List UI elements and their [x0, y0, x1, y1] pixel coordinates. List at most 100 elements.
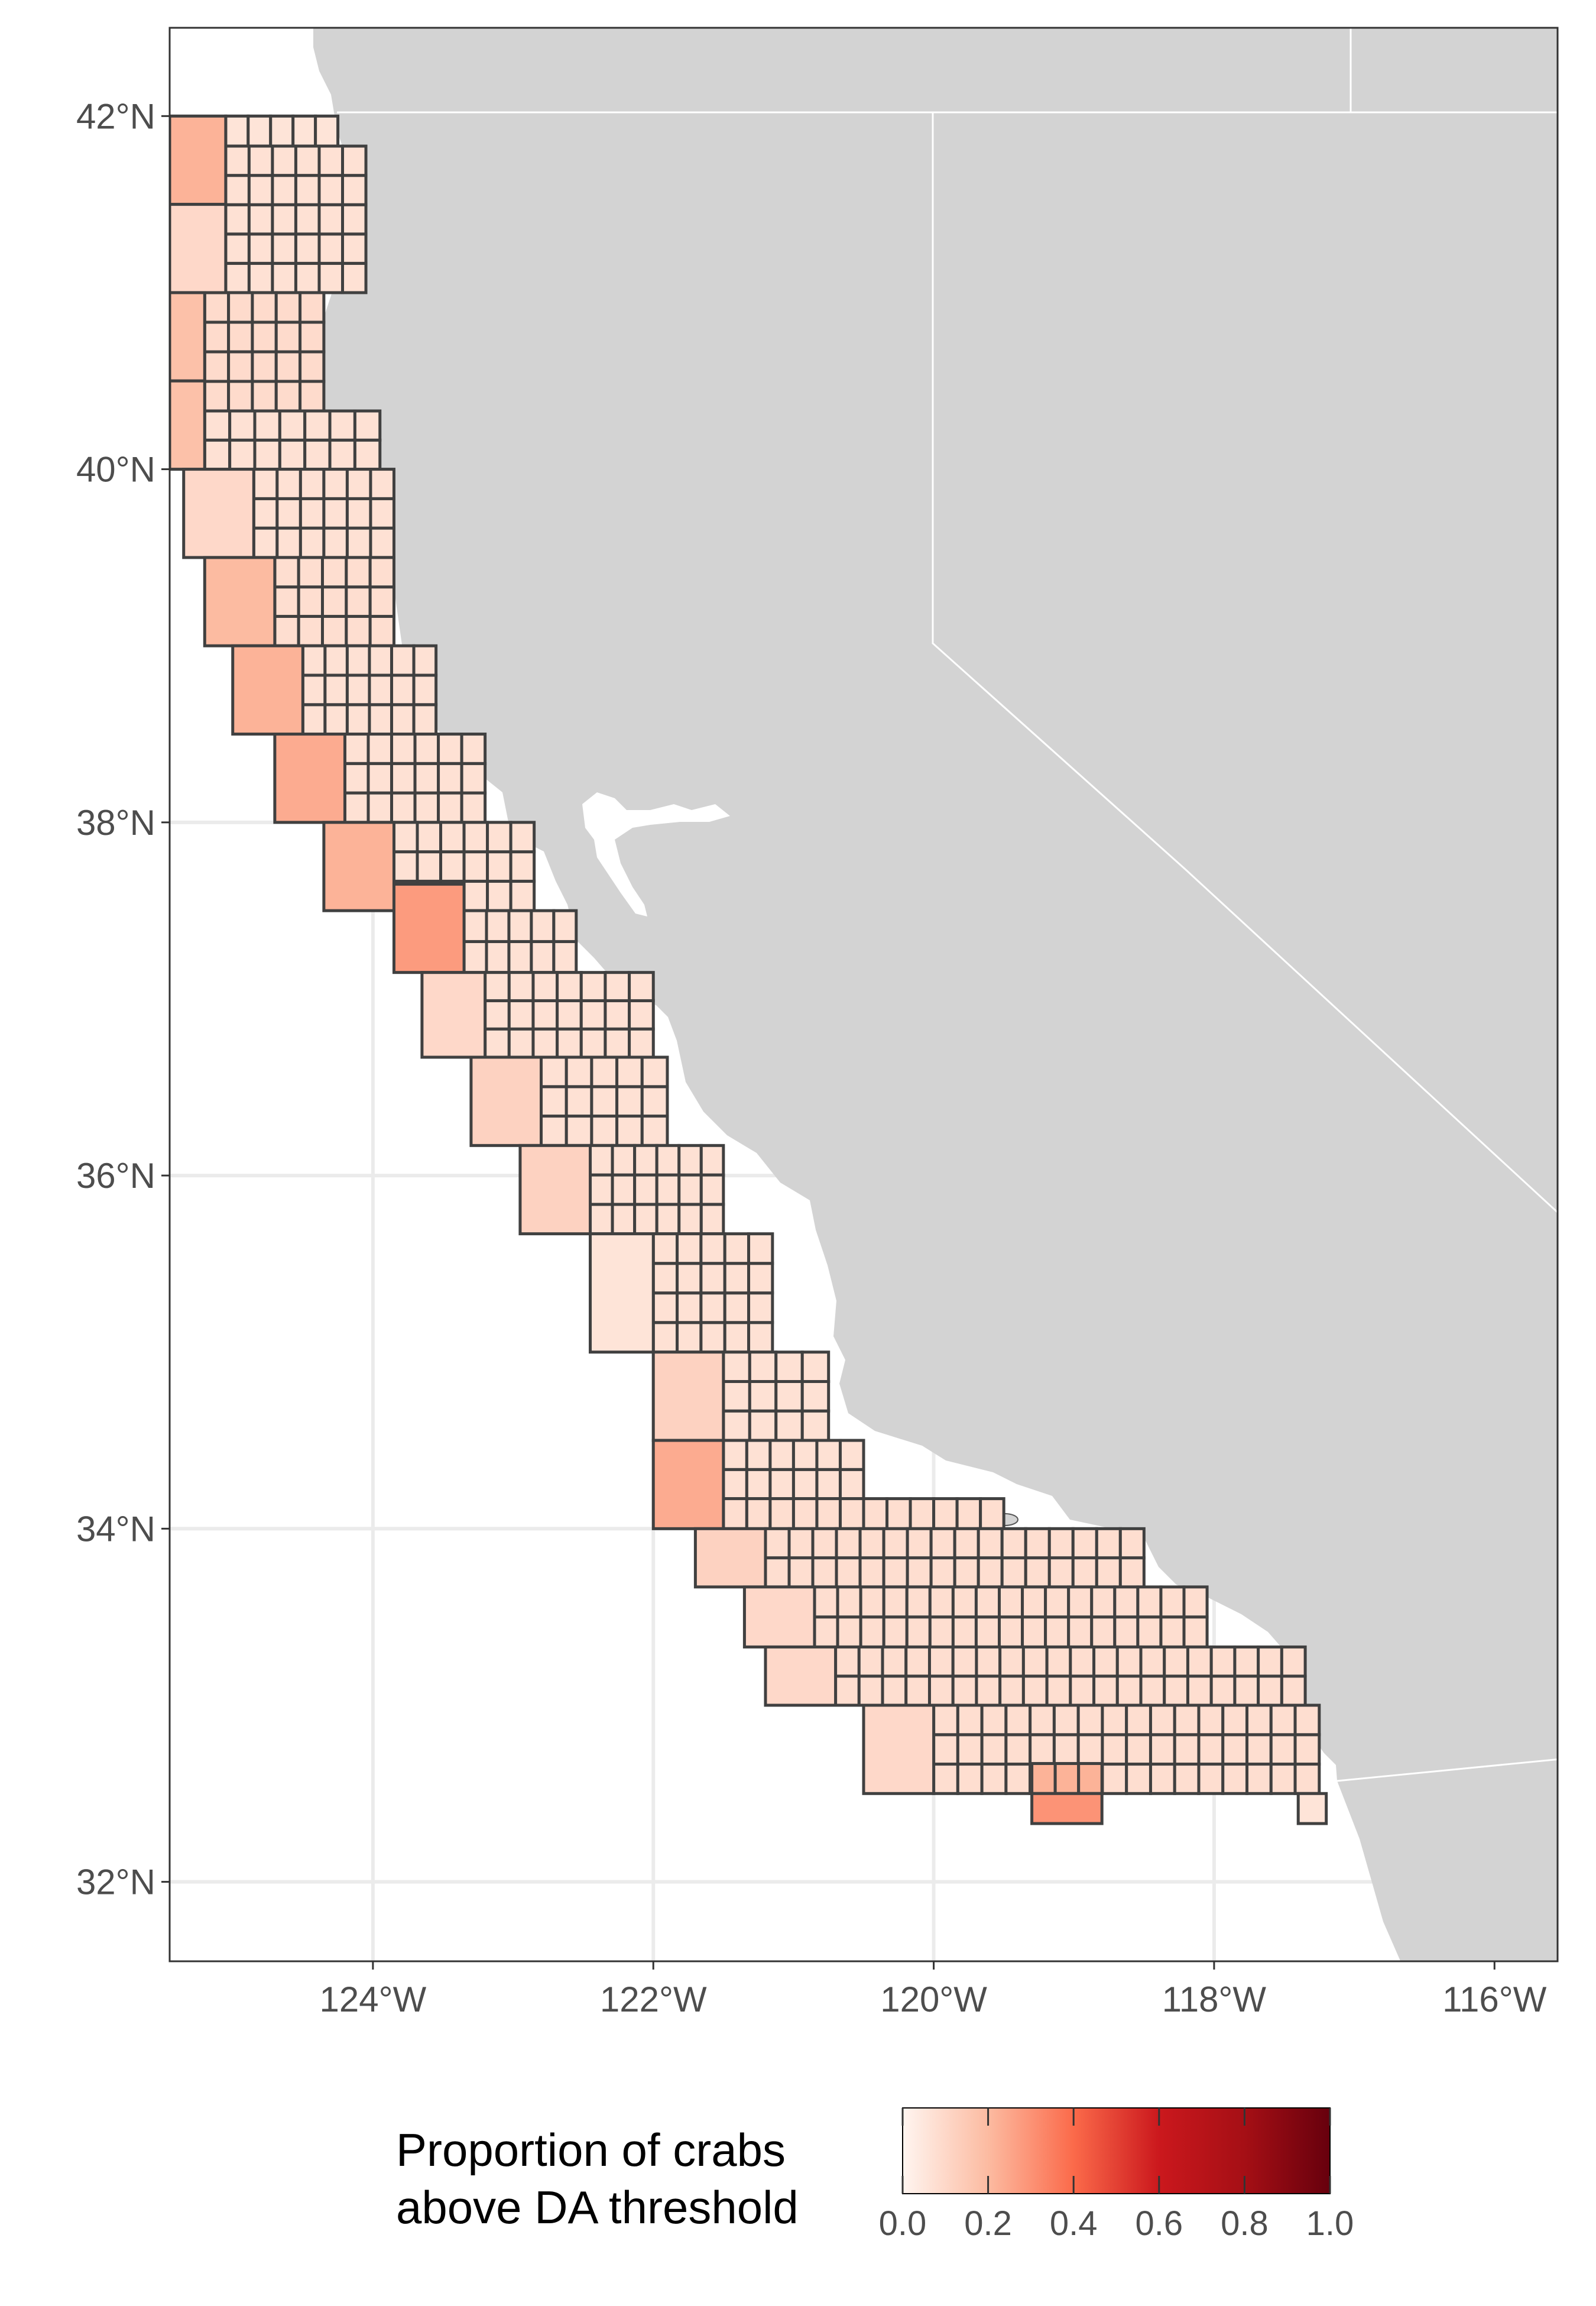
y-tick-label: 38°N: [76, 803, 155, 843]
grid-cell: [341, 261, 368, 294]
grid-cell: [271, 261, 297, 294]
grid-cell: [881, 1675, 908, 1707]
grid-cell: [368, 556, 395, 589]
grid-cell: [953, 1527, 980, 1560]
offshore-cell: [862, 1703, 936, 1795]
grid-cell: [1024, 1556, 1051, 1589]
grid-cell: [813, 1585, 839, 1619]
grid-cell: [1186, 1645, 1213, 1678]
grid-cell: [927, 1645, 955, 1678]
grid-cell: [834, 1645, 861, 1678]
grid-cell: [1029, 1703, 1056, 1737]
grid-cell: [509, 879, 536, 912]
grid-cell: [252, 497, 279, 530]
grid-cell: [1071, 1556, 1098, 1589]
grid-cell: [1182, 1615, 1209, 1648]
grid-cell: [980, 1763, 1008, 1795]
grid-cell: [321, 614, 348, 647]
grid-cell: [345, 585, 372, 618]
grid-cell: [1047, 1556, 1075, 1589]
grid-cell: [274, 350, 302, 383]
grid-cell: [413, 733, 440, 765]
legend: Proportion of crabs above DA threshold 0…: [396, 2107, 1354, 2243]
grid-cell: [1095, 1527, 1122, 1560]
grid-cell: [369, 497, 395, 530]
grid-cell: [1136, 1615, 1163, 1648]
grid-cell: [787, 1556, 815, 1589]
grid-cell: [392, 821, 419, 854]
grid-cell: [859, 1615, 885, 1648]
grid-cell: [1115, 1645, 1143, 1678]
grid-cell: [615, 1055, 644, 1089]
grid-cell: [343, 733, 370, 765]
grid-cell: [1101, 1703, 1128, 1737]
grid-cell: [299, 380, 326, 413]
grid-cell: [253, 438, 281, 471]
grid-cell: [297, 556, 325, 589]
grid-cell: [1045, 1645, 1072, 1678]
grid-cell: [956, 1733, 984, 1766]
grid-cell: [1221, 1763, 1249, 1795]
x-tick-label: 122°W: [600, 1980, 707, 2019]
grid-cell: [1024, 1527, 1051, 1560]
grid-cell: [203, 409, 232, 442]
grid-cell: [507, 940, 533, 974]
grid-cell: [291, 114, 317, 148]
grid-cell: [722, 1379, 751, 1413]
grid-cell: [247, 203, 274, 236]
grid-cell: [462, 850, 489, 883]
grid-cell: [1197, 1763, 1225, 1795]
grid-cell: [589, 1144, 614, 1177]
grid-cell: [1293, 1763, 1321, 1795]
grid-cell: [341, 144, 368, 177]
offshore-cell: [182, 468, 255, 559]
grid-cell: [611, 1203, 637, 1236]
grid-cell: [655, 1144, 681, 1177]
grid-cell: [651, 1262, 679, 1295]
grid-cell: [579, 1027, 607, 1059]
grid-cell: [838, 1439, 865, 1471]
grid-cell: [1209, 1645, 1237, 1678]
grid-cell: [1269, 1703, 1297, 1737]
grid-cell: [1245, 1763, 1273, 1795]
grid-cell: [294, 174, 321, 206]
land-california: [307, 28, 1558, 1961]
grid-cell: [800, 1379, 831, 1413]
grid-cell: [1296, 1792, 1328, 1825]
grid-cell: [294, 261, 321, 294]
grid-cell: [552, 940, 578, 974]
grid-cell: [486, 879, 512, 912]
grid-cell: [836, 1585, 862, 1619]
grid-cell: [299, 497, 326, 530]
y-tick-label: 40°N: [76, 450, 155, 490]
grid-cell: [975, 1675, 1002, 1707]
grid-cell: [274, 291, 302, 324]
grid-cell: [203, 291, 231, 324]
grid-cell: [604, 1027, 631, 1059]
grid-cell: [774, 1409, 804, 1442]
grid-cell: [747, 1232, 774, 1265]
grid-cell: [273, 585, 300, 618]
grid-cell: [297, 614, 325, 647]
grid-cell: [1233, 1645, 1260, 1678]
grid-cell: [439, 821, 466, 854]
grid-cell: [980, 1703, 1008, 1737]
grid-cell: [882, 1556, 909, 1589]
grid-cell: [651, 1321, 679, 1354]
grid-cell: [247, 261, 274, 294]
grid-cell: [341, 232, 368, 265]
grid-cell: [1095, 1556, 1122, 1589]
grid-cell: [368, 703, 394, 736]
grid-cell: [723, 1291, 751, 1324]
grid-cell: [552, 909, 578, 943]
grid-cell: [590, 1085, 619, 1118]
grid-cell: [1004, 1703, 1032, 1737]
grid-cell: [815, 1497, 842, 1530]
grid-cell: [604, 999, 631, 1031]
grid-cell: [787, 1527, 815, 1560]
grid-cell: [366, 762, 394, 795]
grid-cell: [509, 821, 536, 854]
grid-cell: [1221, 1703, 1249, 1737]
grid-cell: [1163, 1675, 1189, 1707]
grid-cell: [294, 203, 321, 236]
